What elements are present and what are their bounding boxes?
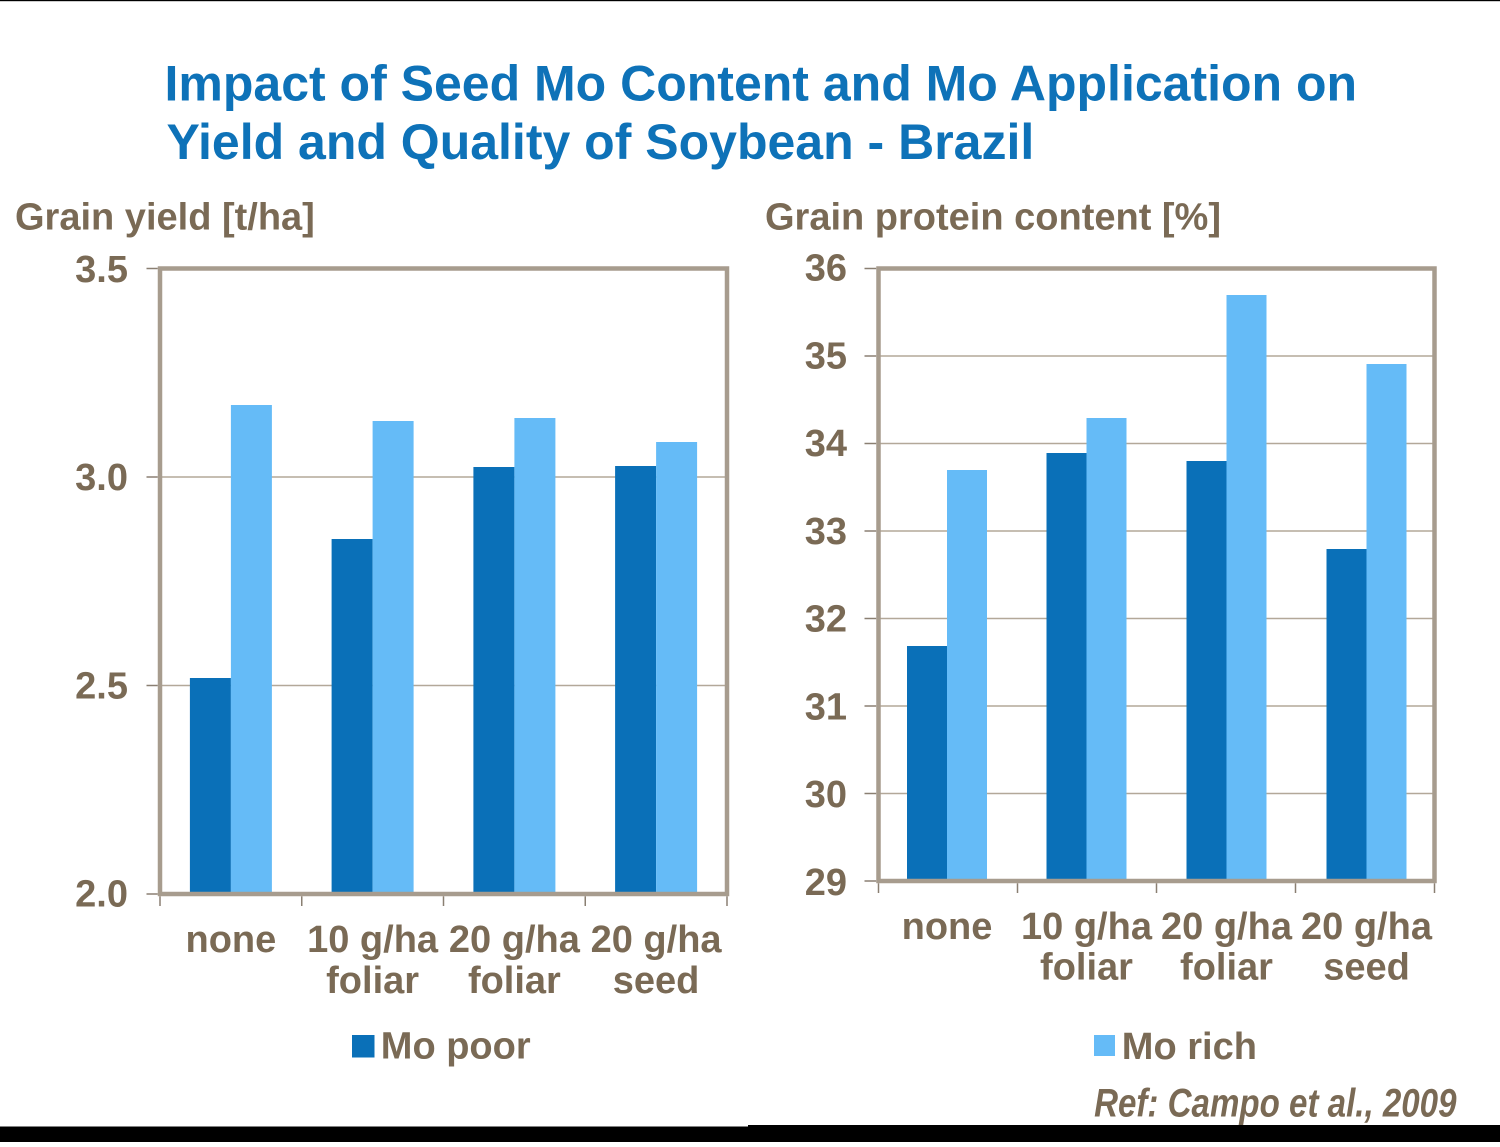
svg-text:34: 34 [805,423,847,465]
svg-text:foliar: foliar [1180,947,1273,989]
svg-text:seed: seed [1323,947,1410,989]
svg-text:2.5: 2.5 [75,666,128,708]
svg-text:foliar: foliar [326,960,419,1002]
svg-text:10 g/ha: 10 g/ha [1021,906,1153,948]
svg-text:Ref: Campo et al., 2009: Ref: Campo et al., 2009 [1094,1082,1457,1126]
svg-text:33: 33 [805,511,847,553]
svg-text:Yield and Quality of Soybean -: Yield and Quality of Soybean - Brazil [167,114,1035,170]
svg-text:30: 30 [805,774,847,816]
svg-text:none: none [902,906,993,948]
svg-text:none: none [186,919,277,961]
svg-text:20 g/ha: 20 g/ha [591,919,723,961]
svg-text:20 g/ha: 20 g/ha [1301,906,1433,948]
svg-text:29: 29 [805,862,847,904]
svg-text:seed: seed [613,960,700,1002]
svg-text:20 g/ha: 20 g/ha [449,919,581,961]
svg-text:3.0: 3.0 [75,457,128,499]
svg-text:Mo rich: Mo rich [1122,1026,1257,1068]
svg-text:20 g/ha: 20 g/ha [1161,906,1293,948]
svg-text:32: 32 [805,599,847,641]
svg-text:10 g/ha: 10 g/ha [307,919,439,961]
svg-text:foliar: foliar [1040,947,1133,989]
svg-text:Impact of Seed Mo Content and: Impact of Seed Mo Content and Mo Applica… [165,55,1358,111]
svg-text:Mo poor: Mo poor [381,1025,531,1067]
svg-text:31: 31 [805,686,847,728]
svg-text:3.5: 3.5 [75,249,128,291]
svg-text:36: 36 [805,248,847,290]
svg-text:2.0: 2.0 [75,874,128,916]
svg-text:35: 35 [805,335,847,377]
svg-text:Grain protein content [%]: Grain protein content [%] [765,197,1221,239]
svg-text:foliar: foliar [468,960,561,1002]
svg-text:Grain yield [t/ha]: Grain yield [t/ha] [15,197,315,239]
